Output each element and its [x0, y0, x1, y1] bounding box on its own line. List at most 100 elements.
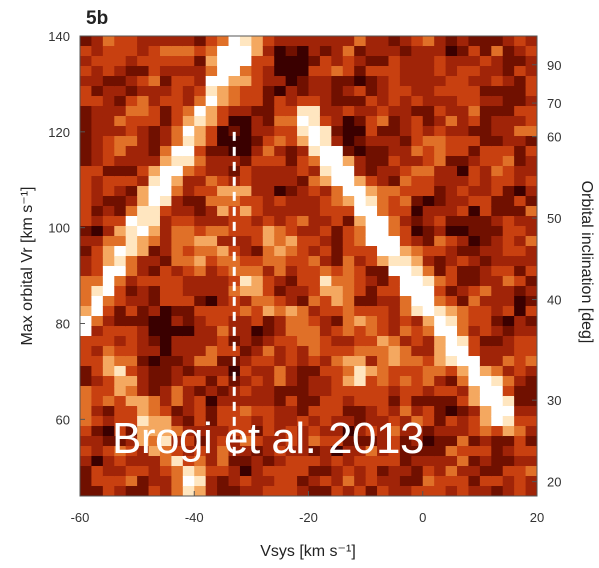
heatmap-cell [479, 146, 492, 157]
heatmap-cell [468, 316, 481, 327]
heatmap-cell [422, 366, 435, 377]
heatmap-cell [525, 126, 537, 137]
heatmap-cell [114, 66, 127, 77]
heatmap-cell [114, 236, 127, 247]
heatmap-cell [377, 116, 390, 127]
heatmap-cell [159, 176, 173, 187]
heatmap-cell [148, 286, 161, 297]
heatmap-cell [182, 486, 195, 496]
heatmap-cell [342, 306, 355, 317]
heatmap-cell [399, 106, 412, 117]
heatmap-cell [411, 106, 424, 117]
heatmap-cell [159, 466, 173, 477]
heatmap-cell [434, 66, 447, 77]
heatmap-cell [342, 486, 355, 496]
heatmap-cell [342, 476, 355, 487]
heatmap-cell [365, 186, 378, 197]
heatmap-cell [377, 396, 390, 407]
heatmap-cell [194, 416, 207, 427]
heatmap-cell [319, 346, 332, 357]
y-tick-label: 100 [48, 221, 70, 236]
heatmap-cell [274, 86, 287, 97]
heatmap-cell [159, 416, 173, 427]
heatmap-cell [239, 406, 252, 417]
heatmap-cell [319, 476, 332, 487]
heatmap-cell [114, 326, 127, 337]
heatmap-cell [297, 376, 310, 387]
heatmap-cell [491, 276, 504, 287]
heatmap-cell [422, 426, 435, 437]
heatmap-cell [274, 246, 287, 257]
heatmap-cell [137, 76, 150, 87]
heatmap-cell [274, 396, 287, 407]
heatmap-cell [331, 316, 344, 327]
heatmap-cell [159, 486, 173, 496]
heatmap-cell [422, 276, 435, 287]
heatmap-cell [377, 56, 390, 67]
heatmap-cell [365, 236, 378, 247]
heatmap-cell [399, 56, 412, 67]
heatmap-cell [171, 176, 184, 187]
heatmap-cell [114, 46, 127, 57]
heatmap-cell [91, 466, 104, 477]
heatmap-cell [377, 246, 390, 257]
heatmap-cell [491, 136, 504, 147]
heatmap-cell [308, 236, 321, 247]
heatmap-cell [342, 76, 355, 87]
heatmap-cell [514, 246, 527, 257]
heatmap-cell [171, 456, 184, 467]
heatmap-cell [422, 466, 435, 477]
heatmap-cell [457, 396, 470, 407]
heatmap-cell [285, 296, 298, 307]
heatmap-cell [422, 46, 435, 57]
y-axis-label: Max orbital Vr [km s⁻¹] [19, 187, 36, 346]
heatmap-cell [102, 486, 115, 496]
heatmap-cell [308, 56, 321, 67]
heatmap-cell [205, 106, 218, 117]
heatmap-cell [399, 256, 412, 267]
heatmap-cell [365, 226, 378, 237]
heatmap-cell [182, 46, 195, 57]
heatmap-cell [388, 346, 401, 357]
heatmap-cell [457, 146, 470, 157]
heatmap-cell [525, 276, 537, 287]
heatmap-cell [388, 126, 401, 137]
heatmap-cell [377, 256, 390, 267]
heatmap-cell [251, 206, 264, 217]
heatmap-cell [479, 376, 492, 387]
heatmap-cell [125, 306, 138, 317]
heatmap-cell [251, 386, 264, 397]
heatmap-cell [148, 216, 161, 227]
heatmap-cell [319, 196, 332, 207]
heatmap-cell [399, 116, 412, 127]
heatmap-cell [399, 376, 412, 387]
heatmap-cell [491, 236, 504, 247]
heatmap-cell [388, 236, 401, 247]
heatmap-cell [148, 376, 161, 387]
heatmap-cell [479, 346, 492, 357]
heatmap-cell [525, 106, 537, 117]
heatmap-cell [525, 76, 537, 87]
heatmap-cell [422, 106, 435, 117]
heatmap-cell [205, 486, 218, 496]
heatmap-cell [468, 336, 481, 347]
heatmap-cell [262, 386, 275, 397]
heatmap-cell [411, 296, 424, 307]
heatmap-cell [331, 396, 344, 407]
heatmap-cell [491, 116, 504, 127]
heatmap-cell [228, 36, 241, 47]
heatmap-cell [159, 396, 173, 407]
heatmap-cell [525, 436, 537, 447]
heatmap-cell [114, 146, 127, 157]
heatmap-cell [319, 356, 332, 367]
heatmap-cell [479, 316, 492, 327]
heatmap-cell [457, 86, 470, 97]
heatmap-cell [445, 56, 458, 67]
heatmap-cell [102, 266, 115, 277]
heatmap-cell [274, 346, 287, 357]
heatmap-cell [102, 426, 115, 437]
heatmap-cell [114, 346, 127, 357]
heatmap-cell [114, 106, 127, 117]
heatmap-cell [468, 396, 481, 407]
heatmap-cell [308, 136, 321, 147]
